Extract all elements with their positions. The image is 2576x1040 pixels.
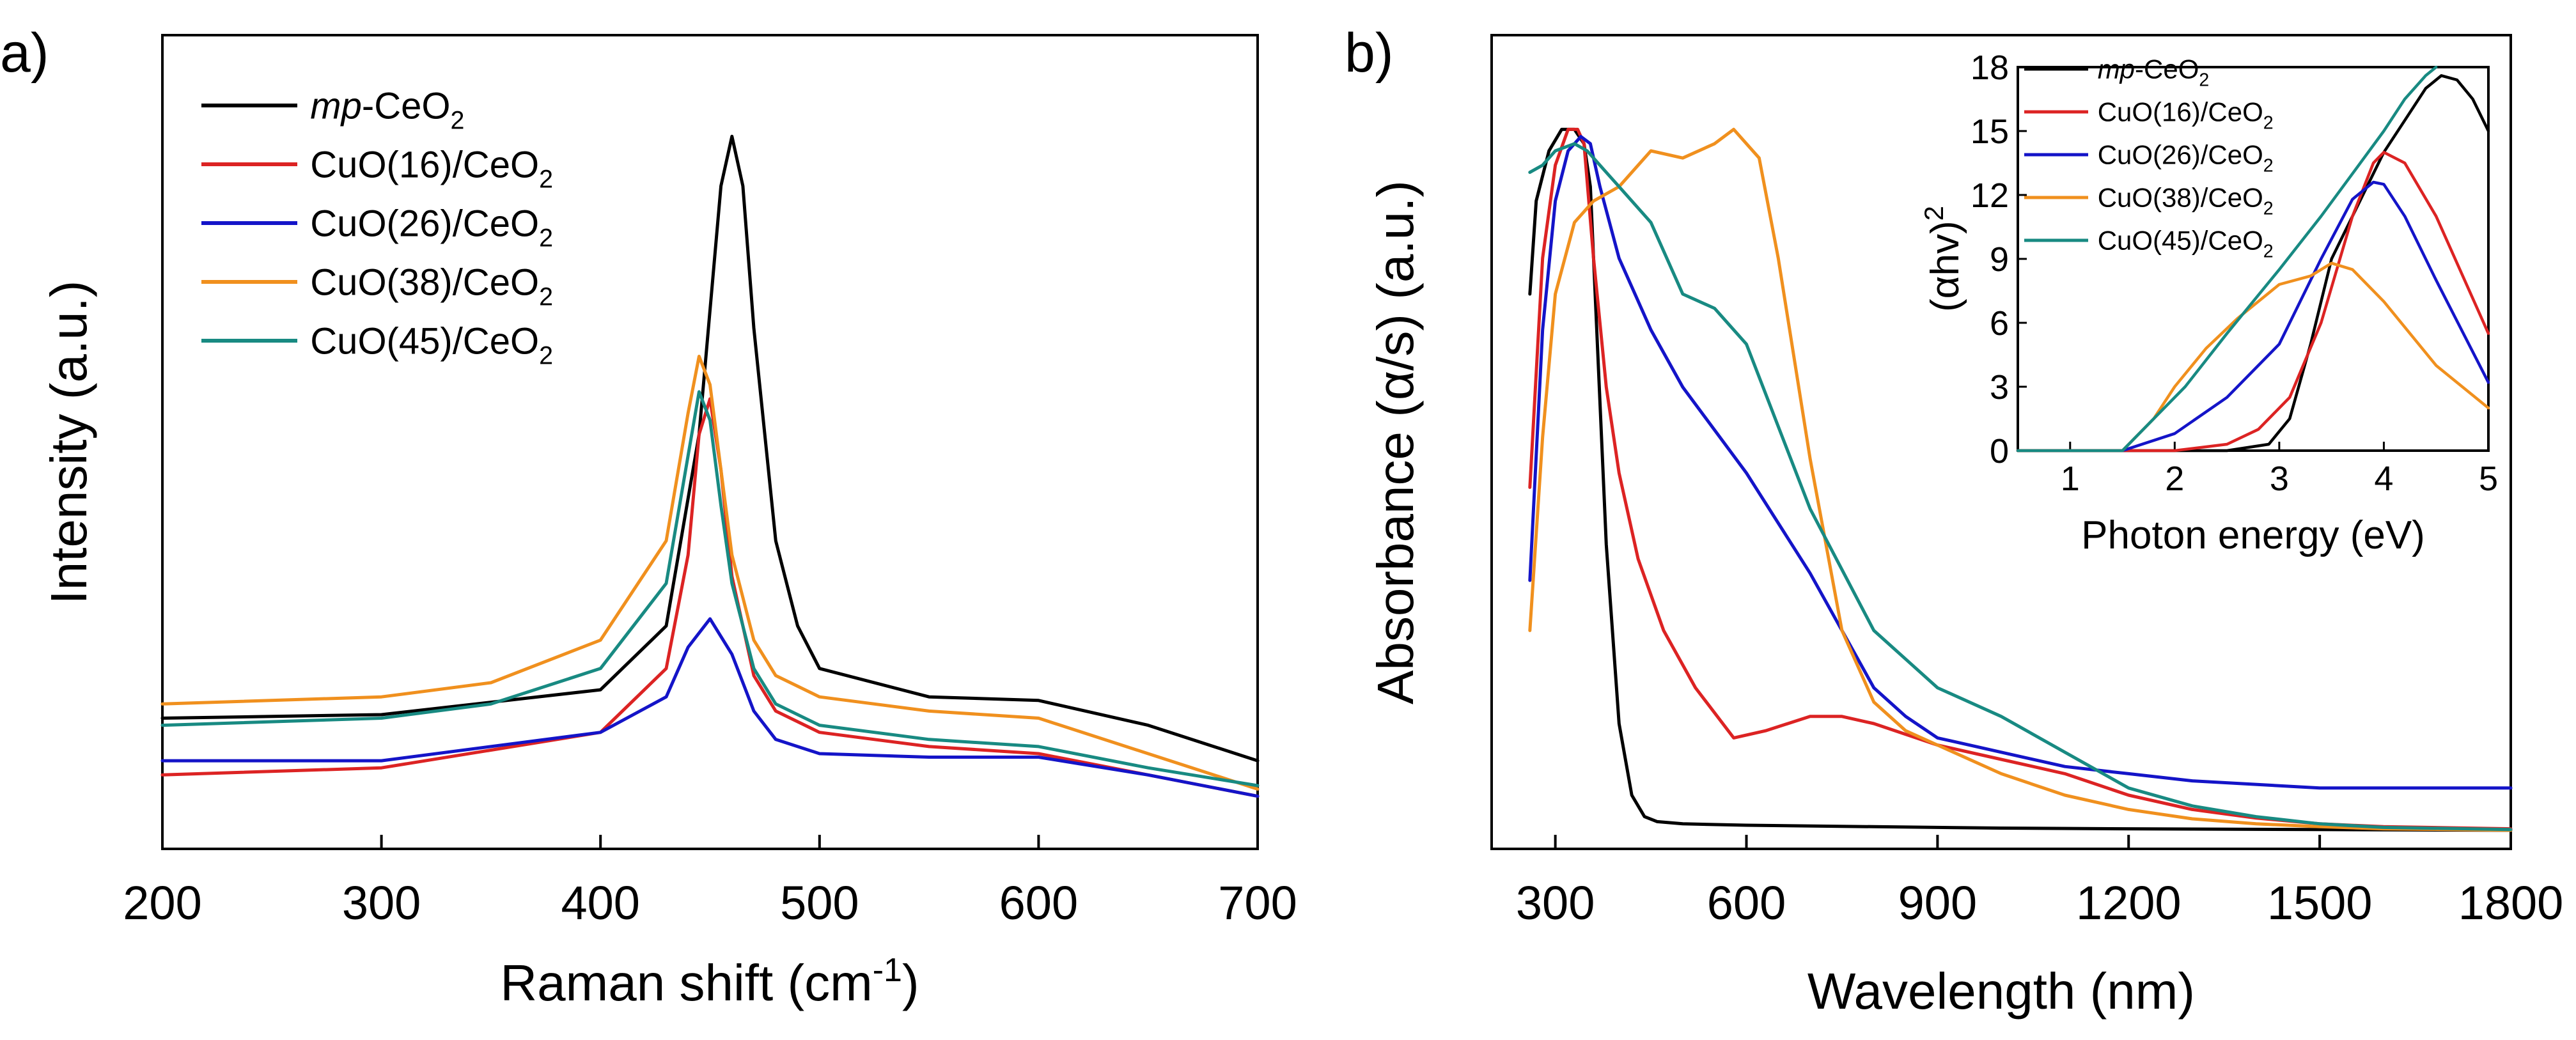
panel-a-legend-label: CuO(16)/CeO2 bbox=[310, 144, 553, 193]
panel-b-x-tick-label: 600 bbox=[1707, 876, 1786, 929]
panel-a-series-mp-ceo2 bbox=[160, 134, 1260, 763]
inset-x-tick-label: 3 bbox=[2270, 460, 2289, 498]
inset-y-tick-label: 6 bbox=[1990, 304, 2009, 343]
inset-y-tick-label: 9 bbox=[1990, 240, 2009, 279]
panel-b: b) 300 600 900 1200 1500 1800 Wavelength (nm)… bbox=[1345, 22, 2563, 1020]
panel-a-plot-frame bbox=[161, 34, 1259, 850]
inset-curves bbox=[2016, 65, 2490, 453]
panel-a-x-tick-label: 700 bbox=[1218, 876, 1297, 929]
panel-b-x-tick-label: 900 bbox=[1898, 876, 1977, 929]
inset-series-cuo-16-ceo2 bbox=[2016, 151, 2490, 453]
panel-b-x-tick-label: 300 bbox=[1516, 876, 1595, 929]
panel-a-y-axis-title: Intensity (a.u.) bbox=[40, 281, 97, 605]
panel-a: a) 200 300 400 500 600 700 mp-CeO2 CuO(16)/CeO… bbox=[0, 22, 1297, 1011]
inset-legend-label: CuO(26)/CeO2 bbox=[2098, 140, 2274, 176]
inset-y-tick-label: 3 bbox=[1990, 368, 2009, 407]
panel-b-x-tick-label: 1800 bbox=[2458, 876, 2564, 929]
panel-a-series-cuo-38-ceo2 bbox=[160, 354, 1260, 791]
panel-b-label: b) bbox=[1345, 22, 1393, 84]
panel-a-legend-label: CuO(26)/CeO2 bbox=[310, 203, 553, 252]
panel-a-x-axis-title: Raman shift (cm-1) bbox=[500, 952, 919, 1011]
inset-series-cuo-45-ceo2 bbox=[2016, 65, 2438, 453]
panel-b-x-ticks: 300 600 900 1200 1500 1800 bbox=[1516, 835, 2563, 929]
panel-b-series-mp-ceo2 bbox=[1528, 127, 2513, 832]
panel-a-x-tick-label: 400 bbox=[561, 876, 639, 929]
panel-a-series-cuo-45-ceo2 bbox=[160, 390, 1260, 788]
inset-y-tick-label: 15 bbox=[1971, 113, 2009, 151]
inset-y-tick-label: 12 bbox=[1971, 176, 2009, 215]
panel-b-series-cuo-16-ceo2 bbox=[1528, 127, 2513, 831]
inset-y-tick-label: 0 bbox=[1990, 432, 2009, 470]
inset-series-mp-ceo2 bbox=[2016, 74, 2490, 453]
inset-y-axis-title: (αhv)2 bbox=[1919, 206, 1967, 312]
inset-y-tick-label: 18 bbox=[1971, 49, 2009, 87]
inset-legend-label: CuO(38)/CeO2 bbox=[2098, 183, 2274, 219]
inset-legend-label: CuO(16)/CeO2 bbox=[2098, 97, 2274, 134]
panel-a-legend-label: CuO(38)/CeO2 bbox=[310, 261, 553, 311]
panel-b-curves bbox=[1528, 127, 2513, 832]
inset-x-tick-label: 2 bbox=[2165, 460, 2184, 498]
inset-x-axis-title: Photon energy (eV) bbox=[2081, 513, 2425, 557]
panel-b-x-tick-label: 1200 bbox=[2076, 876, 2182, 929]
inset-legend-label: mp-CeO2 bbox=[2098, 54, 2210, 91]
inset-x-tick-label: 5 bbox=[2479, 460, 2498, 498]
panel-b-x-tick-label: 1500 bbox=[2267, 876, 2373, 929]
panel-b-series-cuo-38-ceo2 bbox=[1528, 127, 2513, 832]
inset-series-cuo-26-ceo2 bbox=[2016, 180, 2490, 453]
panel-a-curves bbox=[160, 134, 1260, 798]
panel-a-legend: mp-CeO2 CuO(16)/CeO2 CuO(26)/CeO2 CuO(38)/C… bbox=[201, 85, 553, 370]
panel-a-series-cuo-26-ceo2 bbox=[160, 617, 1260, 798]
panel-b-series-cuo-45-ceo2 bbox=[1528, 142, 2513, 832]
panel-a-legend-label: CuO(45)/CeO2 bbox=[310, 320, 553, 369]
panel-a-x-tick-label: 500 bbox=[780, 876, 859, 929]
panel-a-label: a) bbox=[0, 22, 49, 84]
panel-b-y-axis-title: Absorbance (α/s) (a.u.) bbox=[1367, 180, 1424, 704]
inset-legend: mp-CeO2 CuO(16)/CeO2 CuO(26)/CeO2 CuO(38)/C… bbox=[2024, 54, 2274, 262]
panel-a-legend-label: mp-CeO2 bbox=[310, 85, 464, 134]
panel-a-x-tick-label: 200 bbox=[123, 876, 201, 929]
inset-x-tick-label: 4 bbox=[2374, 460, 2393, 498]
panel-b-x-axis-title: Wavelength (nm) bbox=[1807, 963, 2195, 1020]
inset-plot-frame bbox=[2017, 66, 2490, 452]
panel-a-x-ticks: 200 300 400 500 600 700 bbox=[123, 835, 1297, 929]
inset-legend-label: CuO(45)/CeO2 bbox=[2098, 226, 2274, 262]
panel-a-x-tick-label: 600 bbox=[999, 876, 1078, 929]
panel-a-x-tick-label: 300 bbox=[342, 876, 421, 929]
inset-x-tick-label: 1 bbox=[2061, 460, 2080, 498]
panel-b-plot-frame bbox=[1490, 34, 2512, 850]
